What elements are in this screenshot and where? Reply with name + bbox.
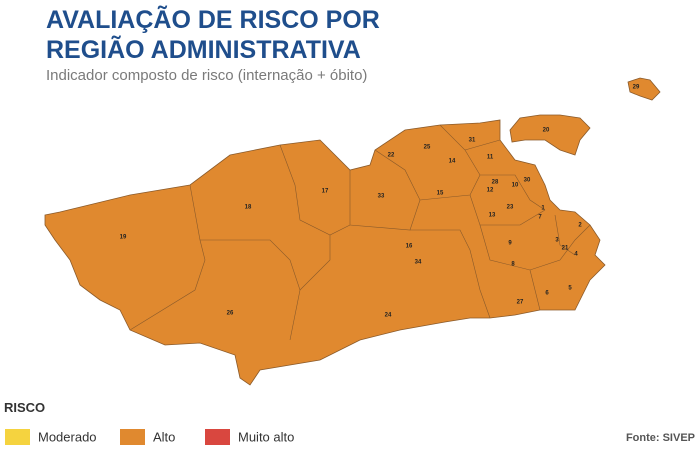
region-label: 33	[378, 194, 385, 200]
region-label: 19	[120, 235, 127, 241]
legend-label: Moderado	[38, 429, 97, 444]
island	[509, 114, 591, 156]
region-label: 17	[322, 189, 329, 195]
region-borders	[129, 124, 591, 341]
title: AVALIAÇÃO DE RISCO POR	[46, 4, 380, 34]
region-label: 11	[487, 155, 494, 161]
region-label: 22	[388, 153, 395, 159]
legend-label: Muito alto	[238, 429, 294, 444]
region-label: 21	[562, 246, 569, 252]
legend-swatch	[205, 429, 230, 445]
region-label: 6	[545, 291, 549, 297]
island	[627, 77, 661, 101]
region-label: 31	[469, 138, 476, 144]
legend-swatch	[120, 429, 145, 445]
region-label: 3	[555, 238, 559, 244]
region-label: 30	[524, 178, 531, 184]
region-label: 12	[487, 188, 494, 194]
region-label: 27	[517, 300, 524, 306]
region-label: 5	[568, 286, 572, 292]
region-label: 10	[512, 183, 519, 189]
region-label: 34	[415, 260, 422, 266]
region-label: 2	[578, 223, 582, 229]
region-label: 7	[538, 215, 542, 221]
region-label: 1	[541, 206, 545, 212]
title: REGIÃO ADMINISTRATIVA	[46, 34, 361, 64]
legend-title: RISCO	[4, 400, 45, 415]
region-label: 15	[437, 191, 444, 197]
region-label: 28	[492, 180, 499, 186]
region-label: 13	[489, 213, 496, 219]
region-label: 25	[424, 145, 431, 151]
region-label: 8	[511, 262, 515, 268]
legend-swatch	[5, 429, 30, 445]
region-label: 29	[633, 85, 640, 91]
region-label: 4	[574, 252, 578, 258]
region-label: 18	[245, 205, 252, 211]
city-outline	[44, 119, 606, 386]
legend-label: Alto	[153, 429, 175, 444]
region-label: 14	[449, 159, 456, 165]
region-label: 26	[227, 311, 234, 317]
region-label: 24	[385, 313, 392, 319]
region-label: 16	[406, 244, 413, 250]
subtitle: Indicador composto de risco (internação …	[46, 67, 367, 84]
legend: Moderado Alto Muito alto	[5, 429, 294, 445]
region-label: 9	[508, 241, 512, 247]
source: Fonte: SIVEP	[626, 432, 695, 444]
region-label: 20	[543, 128, 550, 134]
region-label: 23	[507, 205, 514, 211]
